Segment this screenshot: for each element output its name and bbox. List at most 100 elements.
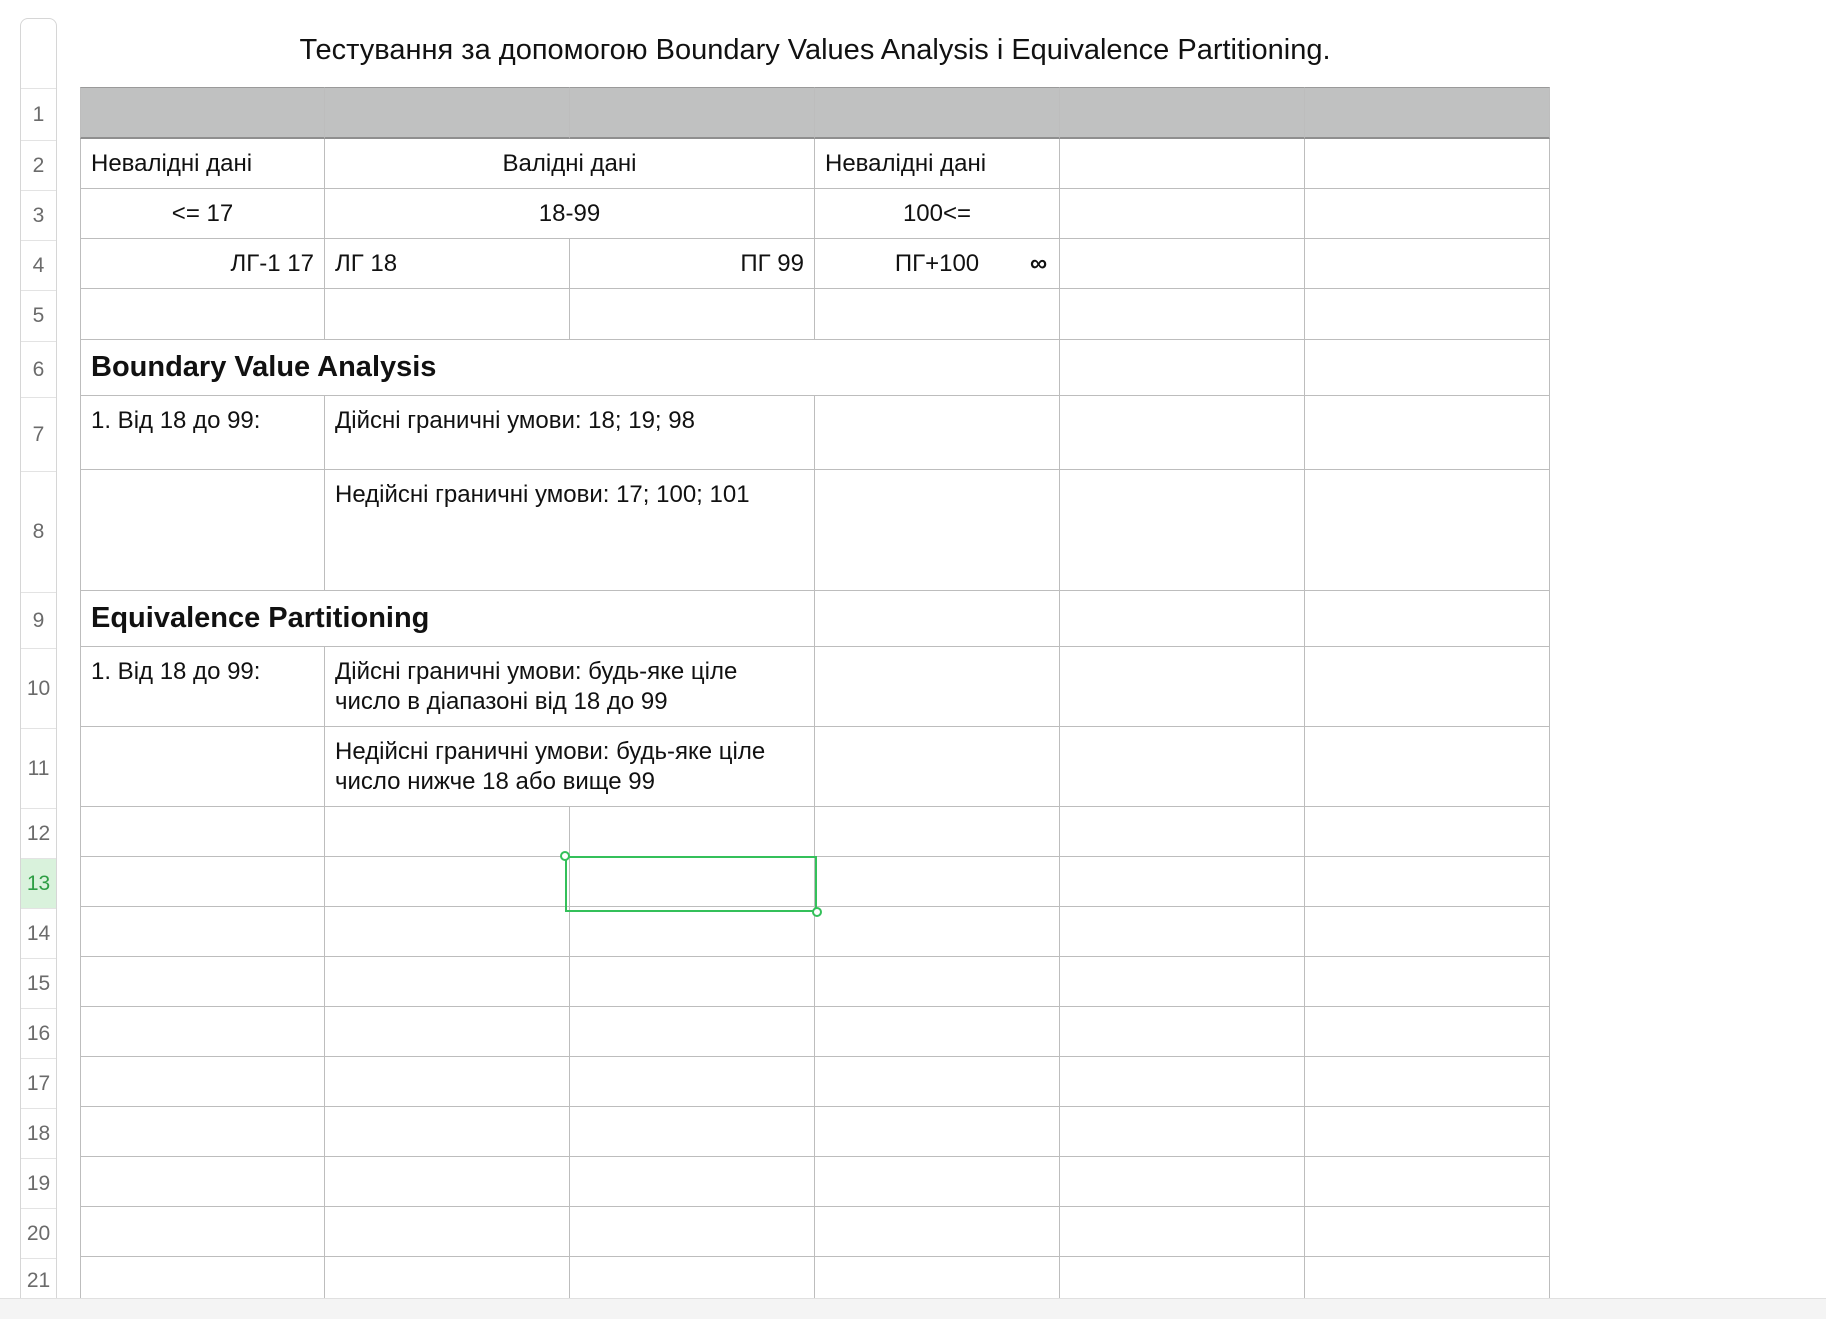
cell-r7-c6[interactable]: [1305, 396, 1550, 470]
cell-r9-c6[interactable]: [1305, 591, 1550, 647]
selection-end-handle[interactable]: [812, 907, 822, 917]
cell-r19-c1[interactable]: [80, 1157, 325, 1207]
cell-r5-c5[interactable]: [1060, 289, 1305, 340]
cell-r5-c6[interactable]: [1305, 289, 1550, 340]
row-header-5[interactable]: 5: [21, 290, 56, 341]
cell-r14-c3[interactable]: [570, 907, 815, 957]
cell-r3-high[interactable]: 100<=: [815, 189, 1060, 239]
cell-r13-c6[interactable]: [1305, 857, 1550, 907]
cell-r5-c3[interactable]: [570, 289, 815, 340]
cell-r13-c4[interactable]: [815, 857, 1060, 907]
selection-start-handle[interactable]: [560, 851, 570, 861]
cell-r3-c6[interactable]: [1305, 189, 1550, 239]
cell-r19-c5[interactable]: [1060, 1157, 1305, 1207]
cell-r4-pg-plus[interactable]: ПГ+100: [815, 239, 1060, 289]
row-header-4[interactable]: 4: [21, 240, 56, 290]
cell-r13-c3[interactable]: [570, 857, 815, 907]
cell-r19-c4[interactable]: [815, 1157, 1060, 1207]
cell-r8-c5[interactable]: [1060, 470, 1305, 591]
cell-r11-c6[interactable]: [1305, 727, 1550, 807]
cell-r11-invalid[interactable]: Недійсні граничні умови: будь-яке ціле ч…: [325, 727, 815, 807]
row-header-10[interactable]: 10: [21, 648, 56, 728]
cell-r1-c5[interactable]: [1060, 87, 1305, 139]
row-header-9[interactable]: 9: [21, 592, 56, 648]
cell-r5-c4[interactable]: [815, 289, 1060, 340]
cell-r4-lg[interactable]: ЛГ 18: [325, 239, 570, 289]
cell-r16-c5[interactable]: [1060, 1007, 1305, 1057]
cell-r20-c1[interactable]: [80, 1207, 325, 1257]
cell-r9-heading[interactable]: Equivalence Partitioning: [80, 591, 815, 647]
cell-r18-c1[interactable]: [80, 1107, 325, 1157]
cell-r20-c2[interactable]: [325, 1207, 570, 1257]
cell-r9-c5[interactable]: [1060, 591, 1305, 647]
cell-r12-c4[interactable]: [815, 807, 1060, 857]
cell-r10-range[interactable]: 1. Від 18 до 99:: [80, 647, 325, 727]
cell-r1-c4[interactable]: [815, 87, 1060, 139]
cell-r21-c3[interactable]: [570, 1257, 815, 1301]
cell-r18-c4[interactable]: [815, 1107, 1060, 1157]
cell-r17-c2[interactable]: [325, 1057, 570, 1107]
cell-r13-c1[interactable]: [80, 857, 325, 907]
row-header-14[interactable]: 14: [21, 908, 56, 958]
cell-r17-c3[interactable]: [570, 1057, 815, 1107]
row-header-1[interactable]: 1: [21, 88, 56, 140]
cell-r11-c4[interactable]: [815, 727, 1060, 807]
cell-r6-c5[interactable]: [1060, 340, 1305, 396]
cell-r7-range[interactable]: 1. Від 18 до 99:: [80, 396, 325, 470]
cell-r1-c2[interactable]: [325, 87, 570, 139]
cell-r15-c3[interactable]: [570, 957, 815, 1007]
cell-r21-c1[interactable]: [80, 1257, 325, 1301]
cell-r8-c1[interactable]: [80, 470, 325, 591]
cell-r3-valid[interactable]: 18-99: [325, 189, 815, 239]
cell-r15-c4[interactable]: [815, 957, 1060, 1007]
cell-r21-c4[interactable]: [815, 1257, 1060, 1301]
cell-r20-c3[interactable]: [570, 1207, 815, 1257]
cell-r15-c1[interactable]: [80, 957, 325, 1007]
cell-r1-c6[interactable]: [1305, 87, 1550, 139]
cell-r1-c1[interactable]: [80, 87, 325, 139]
cell-r18-c3[interactable]: [570, 1107, 815, 1157]
cell-r8-c6[interactable]: [1305, 470, 1550, 591]
cell-r12-c2[interactable]: [325, 807, 570, 857]
cell-r13-c5[interactable]: [1060, 857, 1305, 907]
cell-r12-c6[interactable]: [1305, 807, 1550, 857]
cell-r21-c5[interactable]: [1060, 1257, 1305, 1301]
cell-r3-c5[interactable]: [1060, 189, 1305, 239]
cell-r14-c5[interactable]: [1060, 907, 1305, 957]
row-header-6[interactable]: 6: [21, 341, 56, 397]
cell-r16-c4[interactable]: [815, 1007, 1060, 1057]
cell-r9-c4[interactable]: [815, 591, 1060, 647]
cell-r2-c5[interactable]: [1060, 139, 1305, 189]
cell-r5-c2[interactable]: [325, 289, 570, 340]
cell-r5-c1[interactable]: [80, 289, 325, 340]
cell-r11-c1[interactable]: [80, 727, 325, 807]
cell-r16-c2[interactable]: [325, 1007, 570, 1057]
row-header-12[interactable]: 12: [21, 808, 56, 858]
row-header-18[interactable]: 18: [21, 1108, 56, 1158]
cell-r12-c3[interactable]: [570, 807, 815, 857]
cell-r6-heading[interactable]: Boundary Value Analysis: [80, 340, 1060, 396]
row-header-3[interactable]: 3: [21, 190, 56, 240]
row-header-2[interactable]: 2: [21, 140, 56, 190]
cell-r15-c5[interactable]: [1060, 957, 1305, 1007]
cell-r17-c4[interactable]: [815, 1057, 1060, 1107]
cell-r7-c4[interactable]: [815, 396, 1060, 470]
cell-r18-c5[interactable]: [1060, 1107, 1305, 1157]
cell-r16-c6[interactable]: [1305, 1007, 1550, 1057]
cell-r17-c6[interactable]: [1305, 1057, 1550, 1107]
cell-r15-c6[interactable]: [1305, 957, 1550, 1007]
row-header-17[interactable]: 17: [21, 1058, 56, 1108]
cell-r16-c3[interactable]: [570, 1007, 815, 1057]
cell-r6-c6[interactable]: [1305, 340, 1550, 396]
cell-r2-valid[interactable]: Валідні дані: [325, 139, 815, 189]
cell-r4-c6[interactable]: [1305, 239, 1550, 289]
cell-r8-c4[interactable]: [815, 470, 1060, 591]
row-header-8[interactable]: 8: [21, 471, 56, 592]
row-header-11[interactable]: 11: [21, 728, 56, 808]
cell-r19-c2[interactable]: [325, 1157, 570, 1207]
cell-r10-c5[interactable]: [1060, 647, 1305, 727]
cell-r1-c3[interactable]: [570, 87, 815, 139]
cell-r15-c2[interactable]: [325, 957, 570, 1007]
sheet-title[interactable]: Тестування за допомогою Boundary Values …: [299, 34, 1331, 66]
cell-r18-c6[interactable]: [1305, 1107, 1550, 1157]
